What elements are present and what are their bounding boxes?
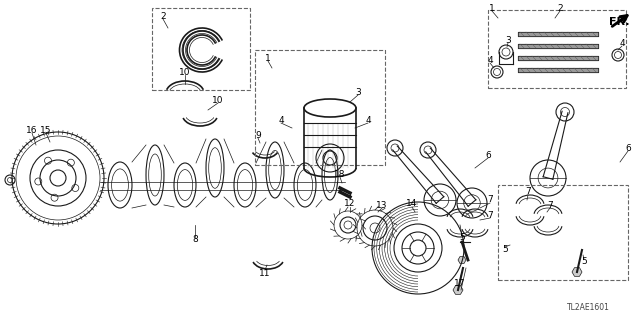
- Text: 17: 17: [454, 278, 466, 287]
- Polygon shape: [572, 268, 582, 276]
- Bar: [498, 185, 628, 280]
- Text: 4: 4: [619, 38, 625, 47]
- Text: 13: 13: [376, 201, 388, 210]
- Text: 10: 10: [212, 95, 224, 105]
- Bar: [488, 10, 626, 88]
- Text: 8: 8: [192, 236, 198, 244]
- Text: 4: 4: [278, 116, 284, 124]
- Text: 14: 14: [406, 199, 418, 209]
- Text: 3: 3: [355, 87, 361, 97]
- Polygon shape: [458, 257, 466, 263]
- Text: 15: 15: [40, 125, 52, 134]
- Text: 16: 16: [26, 125, 38, 134]
- Text: 2: 2: [160, 12, 166, 20]
- Text: 1: 1: [265, 53, 271, 62]
- Text: 7: 7: [487, 196, 493, 204]
- Text: 18: 18: [334, 170, 346, 179]
- Bar: [152, 8, 250, 90]
- Text: FR.: FR.: [609, 17, 630, 27]
- Text: 7: 7: [547, 201, 553, 210]
- Text: 9: 9: [255, 131, 261, 140]
- Text: 6: 6: [625, 143, 631, 153]
- Text: 12: 12: [344, 199, 356, 209]
- Text: 4: 4: [365, 116, 371, 124]
- Text: 2: 2: [557, 4, 563, 12]
- Text: 7: 7: [487, 211, 493, 220]
- Text: 1: 1: [489, 4, 495, 12]
- Polygon shape: [453, 286, 463, 294]
- Text: 10: 10: [179, 68, 191, 76]
- Text: 7: 7: [525, 188, 531, 196]
- Text: 6: 6: [485, 150, 491, 159]
- Text: 4: 4: [487, 55, 493, 65]
- Text: 3: 3: [505, 36, 511, 44]
- Text: TL2AE1601: TL2AE1601: [566, 303, 609, 313]
- Text: 5: 5: [459, 234, 465, 243]
- Text: 5: 5: [581, 258, 587, 267]
- Bar: [255, 50, 385, 165]
- Text: 11: 11: [259, 268, 271, 277]
- Text: 5: 5: [502, 245, 508, 254]
